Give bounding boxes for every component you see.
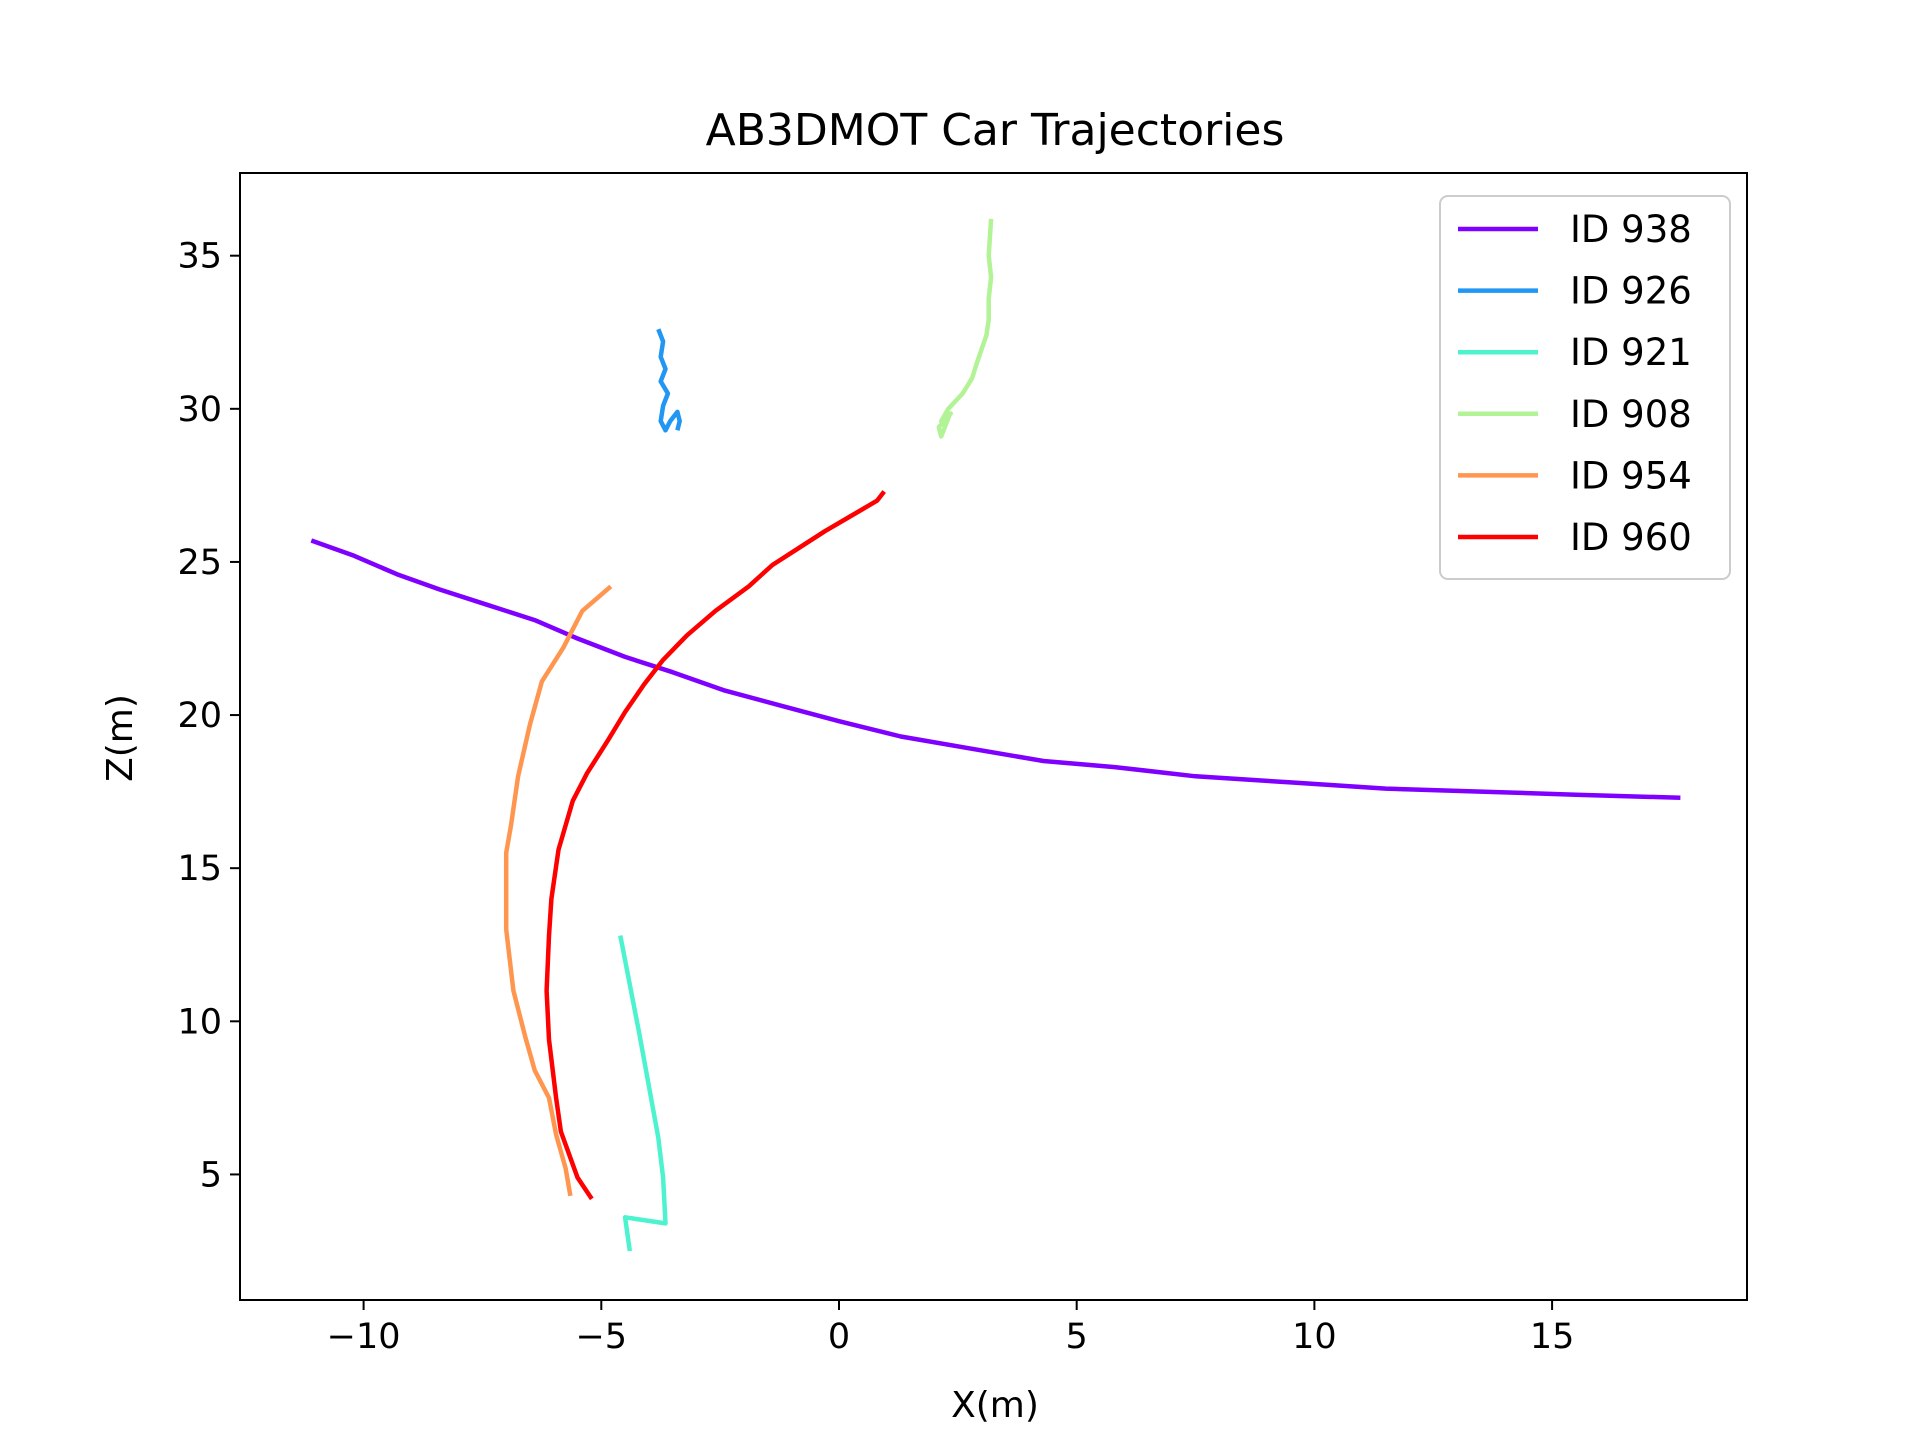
x-tick-label: −10 — [327, 1317, 401, 1357]
x-axis-label: X(m) — [951, 1385, 1039, 1426]
x-tick-label: 15 — [1530, 1317, 1575, 1357]
y-tick-label: 35 — [177, 237, 222, 277]
x-tick-label: 5 — [1066, 1317, 1088, 1357]
y-tick-label: 5 — [200, 1155, 222, 1195]
y-tick-label: 30 — [177, 390, 222, 430]
series-line-id-938 — [310, 538, 1681, 801]
legend-label: ID 908 — [1570, 393, 1692, 436]
legend-label: ID 960 — [1570, 516, 1692, 559]
x-axis-ticks: −10 −5 0 5 10 15 — [327, 1300, 1575, 1357]
legend: ID 938 ID 926 ID 921 ID 908 ID 954 ID 960 — [1439, 195, 1731, 580]
x-tick-label: 0 — [828, 1317, 850, 1357]
plot-area-frame — [239, 172, 1748, 1301]
series-line-id-954 — [503, 584, 613, 1197]
y-tick-label: 25 — [177, 543, 222, 583]
legend-label: ID 954 — [1570, 454, 1692, 497]
series-line-id-908 — [936, 218, 994, 439]
legend-label: ID 926 — [1570, 270, 1692, 313]
legend-label: ID 938 — [1570, 208, 1692, 251]
chart-title: AB3DMOT Car Trajectories — [706, 105, 1285, 156]
y-axis-label: Z(m) — [100, 694, 141, 782]
y-axis-ticks: 5 10 15 20 25 30 35 — [177, 237, 240, 1195]
x-tick-label: −5 — [575, 1317, 627, 1357]
y-tick-label: 20 — [177, 696, 222, 736]
series-line-id-926 — [656, 328, 682, 433]
series-layer — [310, 218, 1681, 1252]
y-tick-label: 15 — [177, 849, 222, 889]
series-line-id-921 — [618, 935, 668, 1252]
legend-label: ID 921 — [1570, 331, 1692, 374]
x-tick-label: 10 — [1292, 1317, 1337, 1357]
series-line-id-960 — [544, 490, 886, 1201]
y-tick-label: 10 — [177, 1002, 222, 1042]
